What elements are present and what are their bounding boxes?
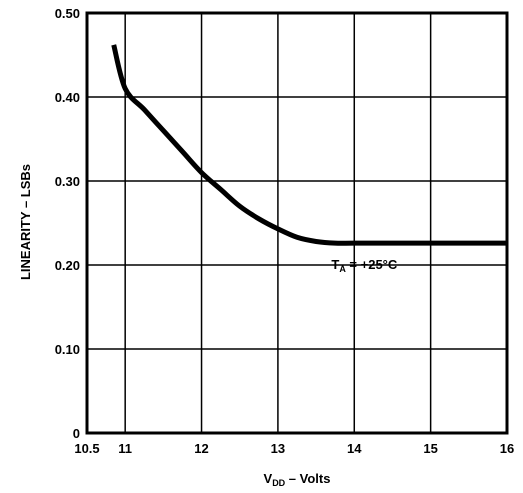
x-tick-label: 12	[194, 441, 208, 456]
x-axis-title-main: V	[264, 471, 273, 486]
x-tick-label: 11	[118, 441, 132, 456]
series-line	[111, 44, 507, 246]
y-tick-label: 0.40	[55, 90, 80, 105]
y-tick-label: 0.30	[55, 174, 80, 189]
annotation-subscript: A	[339, 264, 346, 274]
x-tick-label: 16	[500, 441, 514, 456]
y-tick-labels: 0 0.10 0.20 0.30 0.40 0.50	[55, 6, 80, 441]
x-axis-title-subscript: DD	[272, 478, 285, 488]
y-tick-label: 0.10	[55, 342, 80, 357]
y-tick-label: 0	[73, 426, 80, 441]
y-tick-label: 0.20	[55, 258, 80, 273]
x-tick-label: 10.5	[74, 441, 99, 456]
x-tick-label: 13	[271, 441, 285, 456]
x-axis-title: VDD – Volts	[264, 471, 331, 488]
x-tick-labels: 10.5 11 12 13 14 15 16	[74, 441, 514, 456]
x-axis-title-rest: – Volts	[285, 471, 330, 486]
series-layer	[111, 44, 507, 246]
y-axis-title: LINEARITY – LSBs	[18, 164, 33, 280]
y-tick-label: 0.50	[55, 6, 80, 21]
x-tick-label: 14	[347, 441, 362, 456]
annotation-rest: = +25°C	[346, 257, 398, 272]
temperature-annotation: TA = +25°C	[331, 257, 398, 274]
grid	[87, 13, 507, 433]
plot-frame	[85, 11, 509, 435]
annotation-main: T	[331, 257, 339, 272]
x-tick-label: 15	[423, 441, 437, 456]
